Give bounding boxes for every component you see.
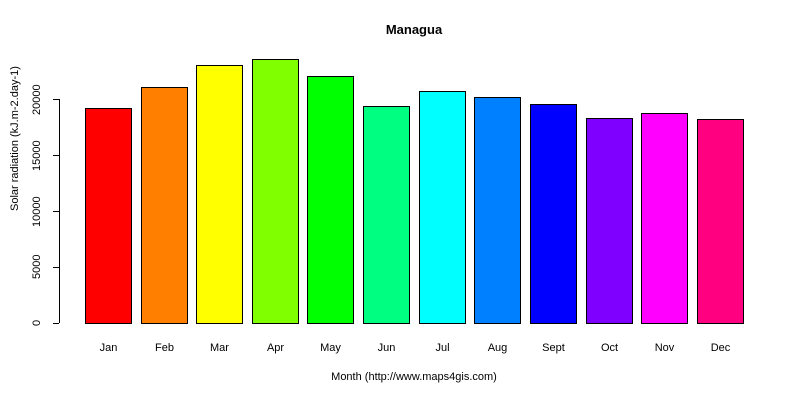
bar-jan <box>85 108 132 324</box>
bar-aug <box>474 97 521 324</box>
x-axis-label: Month (http://www.maps4gis.com) <box>331 371 497 383</box>
bar-dec <box>697 119 744 324</box>
y-tick-label: 15000 <box>31 140 43 171</box>
bar-nov <box>641 112 688 324</box>
y-tick-label: 0 <box>31 319 43 327</box>
y-tick <box>53 211 59 213</box>
bar-jun <box>363 106 410 324</box>
y-tick-label: 10000 <box>31 196 43 227</box>
x-tick-label: Feb <box>155 342 174 354</box>
x-tick-label: Jul <box>435 342 450 354</box>
bar-feb <box>141 86 188 324</box>
x-tick-label: Jan <box>99 342 118 354</box>
y-tick-label: 5000 <box>31 254 43 280</box>
y-tick <box>53 155 59 157</box>
bar-mar <box>196 64 243 324</box>
bar-jul <box>419 91 466 324</box>
bar-may <box>307 75 354 324</box>
y-tick <box>53 267 59 269</box>
x-tick-label: Aug <box>487 342 508 354</box>
y-tick <box>53 99 59 101</box>
x-tick-label: Sept <box>542 342 565 354</box>
x-tick-label: Jun <box>377 342 396 354</box>
y-tick <box>53 323 59 324</box>
chart-title: Managua <box>385 22 443 37</box>
x-tick-label: Apr <box>266 342 285 354</box>
y-axis-line <box>59 99 60 323</box>
x-tick-label: Oct <box>600 342 619 354</box>
x-tick-label: Nov <box>654 342 675 354</box>
y-axis-label: Solar radiation (kJ.m-2.day-1) <box>9 66 21 211</box>
bar-oct <box>586 118 633 324</box>
x-tick-label: Dec <box>710 342 731 354</box>
y-tick-label: 20000 <box>31 84 43 115</box>
bar-sept <box>530 103 577 324</box>
x-tick-label: Mar <box>210 342 229 354</box>
bar-apr <box>252 59 299 324</box>
x-tick-label: May <box>320 342 341 354</box>
